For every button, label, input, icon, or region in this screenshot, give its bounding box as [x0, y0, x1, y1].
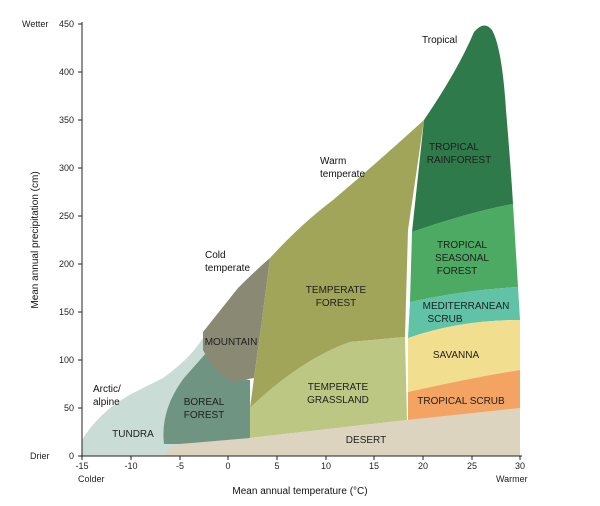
region-temperate-grassland — [250, 337, 407, 438]
label-tropical-rainforest: RAINFOREST — [427, 155, 491, 166]
x-ticks — [81, 456, 521, 460]
annotation-arctic-alpine: alpine — [93, 397, 120, 408]
x-tick-label: 25 — [467, 461, 477, 471]
label-tundra: TUNDRA — [112, 429, 154, 440]
x-tick-label: 15 — [369, 461, 379, 471]
region-desert — [164, 408, 520, 456]
label-tropical-seasonal-forest: SEASONAL — [435, 253, 489, 264]
region-tropical-scrub — [408, 370, 520, 420]
y-tick-label: 400 — [59, 67, 74, 77]
region-mountain — [203, 258, 270, 382]
label-mountain: MOUNTAIN — [205, 337, 258, 348]
label-tropical-rainforest: TROPICAL — [429, 142, 479, 153]
label-temperate-grassland: GRASSLAND — [307, 395, 369, 406]
y-tick-label: 250 — [59, 211, 74, 221]
annotation-cold-temperate: Cold — [205, 250, 226, 261]
x-axis-high-label: Warmer — [496, 474, 528, 484]
label-temperate-forest: FOREST — [316, 298, 357, 309]
y-ticks — [78, 23, 82, 457]
region-tropical-seasonal-forest — [410, 204, 518, 302]
region-tropical-rainforest — [412, 25, 513, 232]
region-savanna — [408, 320, 520, 392]
label-tropical-seasonal-forest: FOREST — [437, 266, 478, 277]
x-axis-title: Mean annual temperature (°C) — [232, 486, 367, 497]
label-mediterranean-scrub: SCRUB — [427, 314, 462, 325]
annotation-tropical: Tropical — [422, 35, 457, 46]
y-tick-label: 0 — [69, 451, 74, 461]
label-mediterranean-scrub: MEDITERRANEAN — [423, 301, 510, 312]
x-tick-label: 30 — [515, 461, 525, 471]
x-tick-label: -10 — [124, 461, 137, 471]
label-desert: DESERT — [346, 435, 386, 446]
x-axis-low-label: Colder — [78, 474, 105, 484]
region-mediterranean-scrub — [408, 287, 520, 338]
x-tick-label: 5 — [274, 461, 279, 471]
region-temperate-forest — [250, 120, 424, 408]
annotation-cold-temperate: temperate — [205, 263, 250, 274]
y-tick-label: 50 — [64, 403, 74, 413]
x-tick-label: -5 — [176, 461, 184, 471]
label-savanna: SAVANNA — [433, 350, 480, 361]
y-axis-low-label: Drier — [30, 451, 50, 461]
label-boreal-forest: BOREAL — [184, 397, 225, 408]
y-tick-label: 450 — [59, 19, 74, 29]
y-axis-title: Mean annual precipitation (cm) — [30, 171, 41, 308]
y-tick-label: 100 — [59, 355, 74, 365]
label-tropical-scrub: TROPICAL SCRUB — [417, 396, 505, 407]
label-boreal-forest: FOREST — [184, 410, 225, 421]
label-temperate-grassland: TEMPERATE — [308, 382, 369, 393]
annotation-arctic-alpine: Arctic/ — [93, 384, 121, 395]
annotation-warm-temperate: temperate — [320, 169, 365, 180]
x-tick-label: -15 — [75, 461, 88, 471]
label-tropical-seasonal-forest: TROPICAL — [437, 240, 487, 251]
y-axis-high-label: Wetter — [22, 19, 48, 29]
x-tick-label: 0 — [225, 461, 230, 471]
annotation-warm-temperate: Warm — [320, 156, 346, 167]
y-tick-label: 350 — [59, 115, 74, 125]
y-tick-label: 300 — [59, 163, 74, 173]
y-tick-label: 150 — [59, 307, 74, 317]
label-temperate-forest: TEMPERATE — [306, 285, 367, 296]
y-tick-label: 200 — [59, 259, 74, 269]
x-tick-label: 10 — [321, 461, 331, 471]
x-tick-label: 20 — [418, 461, 428, 471]
